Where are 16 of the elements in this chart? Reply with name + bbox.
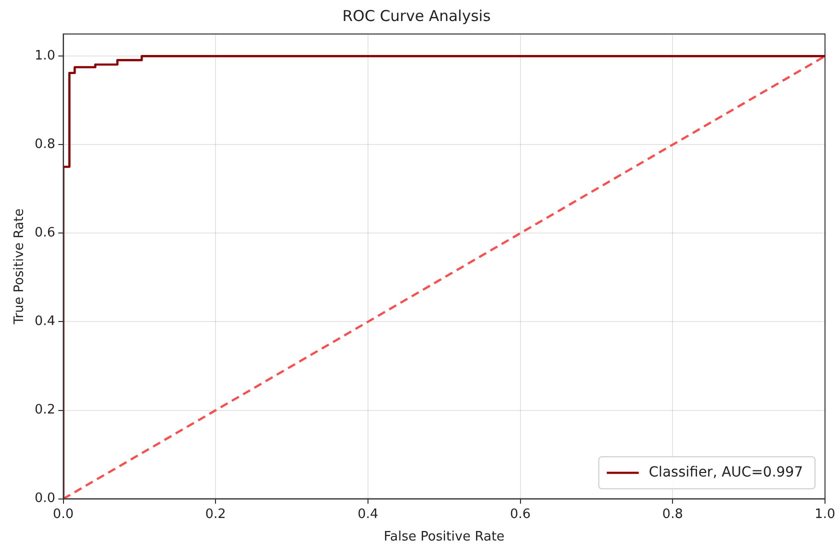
x-tick-label: 0.8	[662, 506, 683, 522]
x-tick-label: 0.2	[205, 506, 226, 522]
x-tick-label: 0.0	[52, 506, 74, 522]
chart-title: ROC Curve Analysis	[342, 6, 491, 25]
y-tick-label: 0.6	[34, 226, 56, 241]
x-tick-label: 0.4	[358, 506, 378, 522]
y-tick-label: 0.0	[34, 491, 56, 506]
legend-label: Classifier, AUC=0.997	[648, 464, 803, 480]
x-tick-label: 0.6	[510, 506, 531, 522]
x-axis-title: False Positive Rate	[384, 530, 505, 545]
y-tick-label: 0.4	[34, 314, 56, 330]
y-axis-title: True Positive Rate	[12, 208, 28, 326]
x-tick-label: 1.0	[814, 506, 836, 522]
y-tick-label: 1.0	[34, 48, 56, 64]
y-tick-label: 0.8	[34, 137, 56, 152]
y-tick-label: 0.2	[34, 402, 56, 418]
